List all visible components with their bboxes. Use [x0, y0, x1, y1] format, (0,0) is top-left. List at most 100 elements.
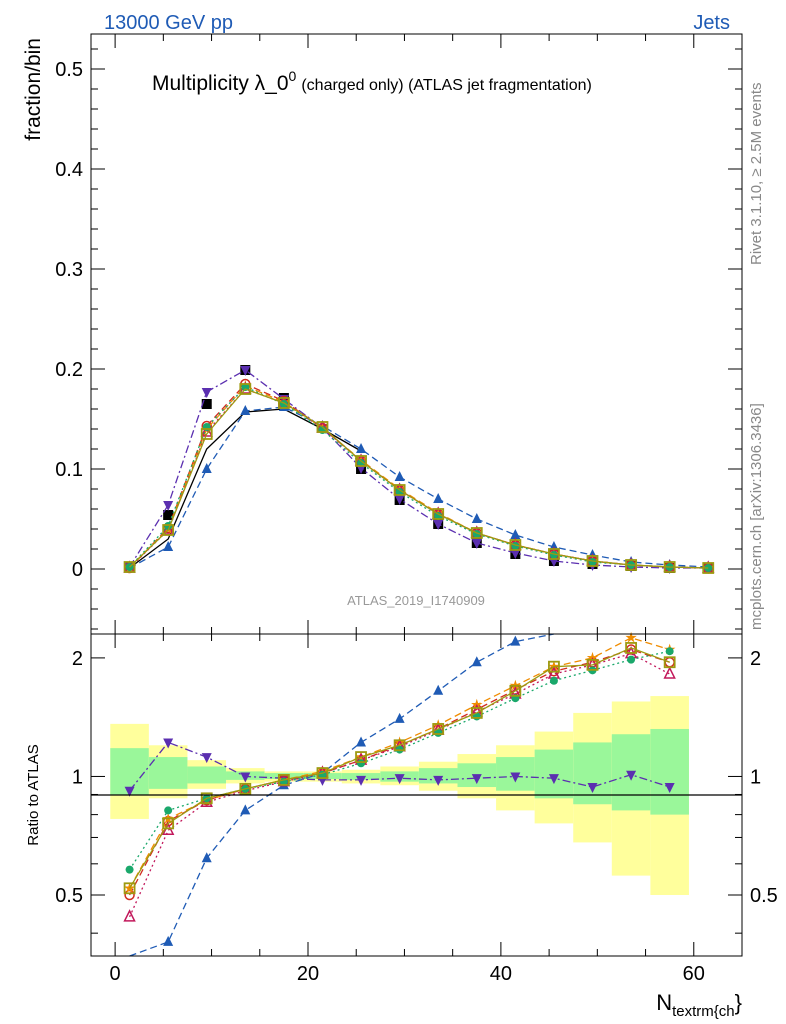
ratio-panel-frame	[90, 633, 743, 957]
top-series-7-point-3	[241, 383, 250, 391]
top-series-3-point-3	[240, 366, 251, 376]
ratio-series-5-point-6	[357, 759, 366, 768]
ratio-series-5-point-14	[665, 647, 674, 656]
top-series-4-line-0	[129, 383, 709, 569]
top-series-3-point-1	[163, 501, 174, 511]
ratio-series-5-point-1	[164, 806, 173, 815]
band-green-12	[573, 742, 612, 805]
top-series-7-point-7	[395, 488, 404, 496]
ratio-ytick-label-right-2: 2	[750, 648, 761, 670]
xtick-label-0: 0	[110, 963, 121, 985]
top-series-8-point-6	[355, 455, 367, 467]
top-ytick-label-1: 0.1	[55, 459, 83, 481]
top-series-0-point-1	[163, 510, 174, 520]
ratio-series-6-point-9	[470, 707, 483, 719]
top-series-8-point-15	[702, 562, 715, 574]
plot-title: Multiplicity λ_00(charged only) (ATLAS j…	[152, 68, 592, 95]
x-axis-label: Ntextrm{ch}	[656, 990, 742, 1020]
top-series-8-point-11	[548, 548, 560, 560]
top-series-5	[123, 380, 714, 573]
ratio-series-0-point-9	[471, 656, 482, 667]
ratio-series-4-line-0	[129, 653, 671, 918]
ratio-series-5-point-8	[434, 728, 443, 737]
top-series-8-point-7	[393, 484, 406, 496]
band-green-1	[148, 757, 188, 789]
ratio-panel: 0.5 0.5 1 1 2 2 0 20 40 60 Ratio to ATLAS Ntextr…	[25, 34, 778, 1020]
ratio-y-axis-label: Ratio to ATLAS	[25, 744, 42, 845]
ratio-series-6-point-0	[123, 882, 136, 895]
top-series-6	[123, 381, 715, 573]
top-series-8-point-0	[123, 561, 136, 573]
top-series-7-point-15	[704, 564, 713, 572]
ratio-series-1-point-2	[201, 753, 212, 764]
top-series-8-point-14	[663, 561, 676, 573]
top-series-8-point-1	[162, 524, 175, 536]
ratio-ytick-label-left-2: 2	[72, 648, 83, 670]
top-ytick-label-0: 0	[72, 559, 83, 581]
ratio-series-6-point-14	[663, 656, 676, 669]
top-series-8-point-9	[470, 527, 483, 539]
top-panel-frame	[90, 33, 743, 635]
ratio-ytick-label-right-1: 1	[750, 766, 761, 788]
ratio-series-6-point-10	[509, 684, 522, 697]
top-series-8-point-10	[509, 539, 522, 551]
ratio-series-2-point-0	[124, 889, 135, 901]
x-axis-label-subscript: textrm{ch	[672, 1003, 735, 1020]
top-series-2-line-0	[129, 406, 709, 569]
ratio-series-1-point-14	[664, 783, 675, 794]
ratio-series-1-point-7	[394, 774, 405, 785]
ratio-series-0-point-3	[240, 804, 251, 815]
ratio-series-6-point-6	[355, 751, 367, 763]
top-ytick-label-3: 0.3	[55, 259, 83, 281]
top-panel: 0 0.1 0.2 0.3 0.4 0.5 ATLAS_2019_I1740909 Mul…	[22, 33, 743, 635]
top-series-3-point-8	[433, 520, 444, 530]
rivet-version-label: Rivet 3.1.10, ≥ 2.5M events	[748, 83, 765, 266]
x-axis-ticks: 0 20 40 60	[110, 34, 705, 985]
top-series-7-line-0	[129, 386, 709, 569]
top-ytick-label-4: 0.4	[55, 159, 83, 181]
plot-title-superscript: 0	[289, 68, 297, 84]
ratio-series-5-point-13	[627, 655, 636, 664]
ratio-series-1-point-0	[124, 786, 135, 797]
top-series-8-point-2	[200, 428, 213, 440]
ratio-series-0-point-8	[433, 684, 444, 695]
analysis-watermark: ATLAS_2019_I1740909	[347, 593, 485, 608]
band-green-14	[650, 728, 689, 815]
band-green-2	[187, 766, 227, 784]
top-series-3	[124, 366, 714, 574]
ratio-series-1-point-12	[587, 783, 598, 794]
ratio-series-1-point-3	[240, 772, 251, 783]
ratio-y-ticks: 0.5 0.5 1 1 2 2	[55, 648, 778, 934]
ratio-series-1-point-8	[433, 775, 444, 786]
top-series-8-line-0	[129, 388, 709, 569]
top-series-4	[124, 378, 714, 574]
ratio-series-1-point-10	[510, 772, 521, 783]
ratio-series-0-point-2	[201, 852, 212, 863]
top-series-8-point-5	[316, 421, 329, 433]
top-series-8	[123, 383, 715, 574]
ratio-series-0-line-0	[129, 633, 555, 957]
ratio-series-1-point-11	[548, 774, 559, 785]
top-series-5-line-0	[129, 385, 709, 569]
ratio-ytick-label-left-1: 1	[72, 766, 83, 788]
ratio-series-5-point-11	[549, 676, 558, 685]
ratio-series-4-point-0	[123, 909, 136, 922]
ratio-series-6-point-13	[625, 642, 637, 654]
top-series-0-point-2	[201, 399, 212, 409]
top-series-8-point-13	[625, 559, 637, 571]
ratio-series-3-point-13	[625, 631, 637, 643]
top-ytick-label-2: 0.2	[55, 359, 83, 381]
top-series-3-point-2	[201, 388, 212, 398]
xtick-label-1: 20	[297, 963, 319, 985]
top-series-8-point-8	[432, 508, 445, 520]
x-axis-label-tail: }	[735, 990, 742, 1015]
top-series-7-point-6	[357, 459, 366, 467]
ratio-series-5-point-0	[125, 865, 134, 874]
top-series-2-point-6	[356, 443, 367, 453]
header-category: Jets	[693, 12, 730, 34]
ratio-series-6-point-7	[393, 739, 406, 752]
ratio-ytick-label-left-0: 0.5	[55, 885, 83, 907]
xtick-label-3: 60	[683, 963, 705, 985]
top-series-7-point-8	[434, 512, 443, 520]
